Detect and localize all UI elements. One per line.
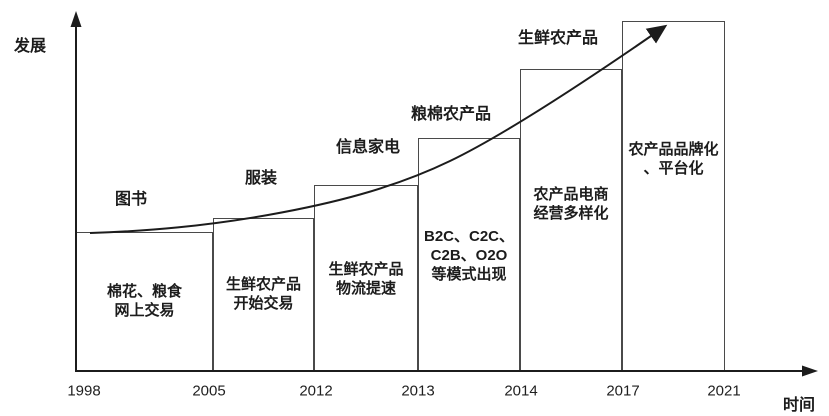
x-tick-label: 2005 <box>192 382 226 400</box>
x-tick-label: 1998 <box>67 382 101 400</box>
x-tick-label: 2012 <box>299 382 333 400</box>
x-axis-label: 时间 <box>783 397 816 414</box>
bar-inner-label: 生鲜农产品 开始交易 <box>225 276 301 312</box>
bar-inner-label: 棉花、粮食 网上交易 <box>106 283 182 319</box>
x-tick-label: 2013 <box>401 382 435 400</box>
y-axis-label: 发展 <box>14 38 47 55</box>
x-tick-label: 2017 <box>606 382 640 400</box>
stage-bar: 棉花、粮食 网上交易 <box>76 232 213 371</box>
bar-inner-label: 生鲜农产品 物流提速 <box>328 261 404 297</box>
x-tick-label: 2014 <box>504 382 538 400</box>
x-tick-label: 2021 <box>707 382 741 400</box>
